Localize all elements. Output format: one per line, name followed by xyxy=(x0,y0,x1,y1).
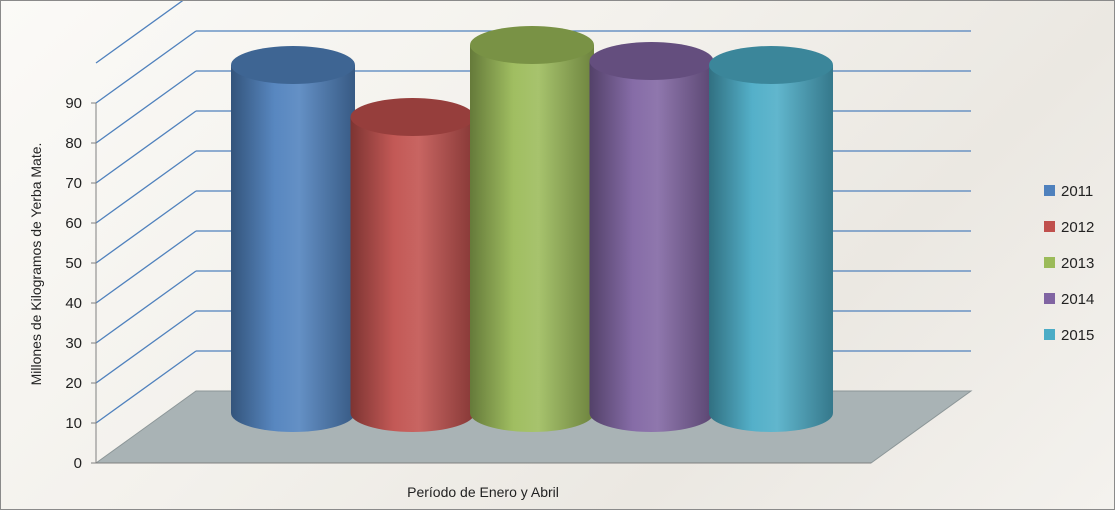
y-tick-label: 20 xyxy=(65,375,82,392)
legend-label: 2013 xyxy=(1061,255,1094,272)
legend-swatch xyxy=(1044,185,1055,196)
bar-body xyxy=(350,117,475,432)
y-tick-label: 10 xyxy=(65,415,82,432)
gridline-wall xyxy=(95,310,197,384)
legend-swatch xyxy=(1044,293,1055,304)
y-tick-label: 80 xyxy=(65,135,82,152)
y-tick-label: 60 xyxy=(65,215,82,232)
legend-swatch xyxy=(1044,329,1055,340)
gridline-wall xyxy=(95,270,197,344)
legend: 2011 2012 2013 2014 2015 xyxy=(1044,183,1094,344)
bar-2013 xyxy=(470,26,594,432)
gridline-wall xyxy=(95,190,197,264)
legend-label: 2015 xyxy=(1061,327,1094,344)
gridline-wall xyxy=(95,110,197,184)
legend-item-2013: 2013 xyxy=(1044,255,1094,272)
gridline-wall xyxy=(95,230,197,304)
legend-item-2014: 2014 xyxy=(1044,291,1094,308)
legend-swatch xyxy=(1044,257,1055,268)
bar-top xyxy=(589,42,714,80)
y-tick-label: 0 xyxy=(74,455,82,472)
x-axis-title: Período de Enero y Abril xyxy=(407,484,559,500)
legend-label: 2014 xyxy=(1061,291,1094,308)
y-tick-label: 50 xyxy=(65,255,82,272)
y-tick-label: 70 xyxy=(65,175,82,192)
bar-top xyxy=(470,26,594,64)
y-tick-label: 40 xyxy=(65,295,82,312)
gridline-wall xyxy=(95,70,197,144)
gridline-wall xyxy=(95,150,197,224)
gridline-wall xyxy=(95,350,197,424)
bar-2014 xyxy=(589,42,714,432)
bar-2011 xyxy=(231,46,355,432)
legend-item-2015: 2015 xyxy=(1044,327,1094,344)
y-axis: 0 10 20 30 40 50 60 70 80 90 xyxy=(65,95,871,472)
bar-body xyxy=(589,61,714,432)
legend-item-2012: 2012 xyxy=(1044,219,1094,236)
bar-top xyxy=(709,46,833,84)
bar-body xyxy=(709,65,833,432)
legend-label: 2012 xyxy=(1061,219,1094,236)
legend-item-2011: 2011 xyxy=(1044,183,1093,200)
bars xyxy=(231,26,833,432)
gridline-wall xyxy=(95,1,184,64)
legend-swatch xyxy=(1044,221,1055,232)
bar-body xyxy=(231,65,355,432)
bar-2012 xyxy=(350,98,475,432)
legend-label: 2011 xyxy=(1061,183,1093,200)
y-tick-label: 90 xyxy=(65,95,82,112)
bar-top xyxy=(231,46,355,84)
bar-top xyxy=(350,98,475,136)
gridline-wall xyxy=(95,30,197,104)
y-axis-title: Millones de Kilogramos de Yerba Mate. xyxy=(28,143,44,386)
y-tick-label: 30 xyxy=(65,335,82,352)
bar-body xyxy=(470,45,594,432)
bar-2015 xyxy=(709,46,833,432)
